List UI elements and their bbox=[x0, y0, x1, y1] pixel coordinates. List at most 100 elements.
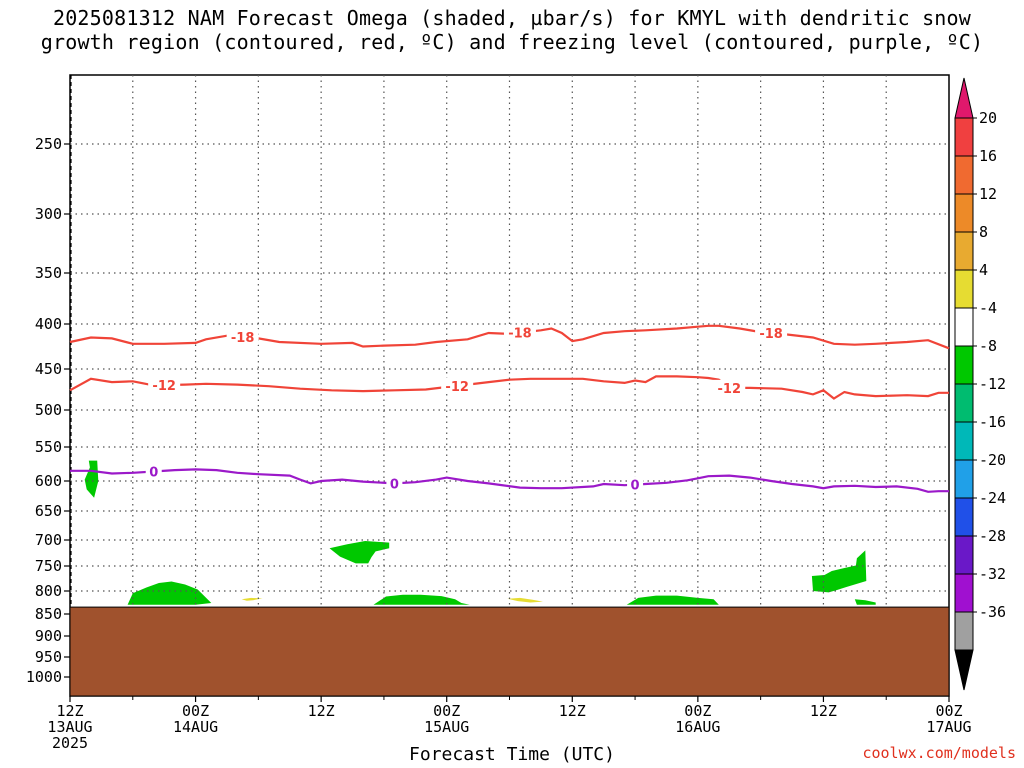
omega-patch bbox=[373, 594, 470, 605]
contour-line bbox=[70, 468, 949, 493]
y-tick-label: 400 bbox=[35, 315, 62, 333]
colorbar-label: -20 bbox=[979, 451, 1006, 469]
omega-patch bbox=[854, 599, 876, 605]
contour-label-bg bbox=[226, 329, 259, 346]
contour-label: -12 bbox=[445, 380, 469, 395]
chart-title: 2025081312 NAM Forecast Omega (shaded, µ… bbox=[0, 6, 1024, 54]
y-tick-label: 950 bbox=[35, 648, 62, 666]
x-tick-label: 12Z bbox=[56, 702, 83, 720]
x-tick-date-label: 15AUG bbox=[424, 718, 469, 736]
contour-label-bg bbox=[713, 379, 746, 396]
contour-label-bg bbox=[503, 324, 536, 341]
colorbar-swatch bbox=[954, 497, 974, 537]
colorbar-swatch bbox=[954, 421, 974, 461]
x-tick-date-label: 16AUG bbox=[675, 718, 720, 736]
contour-label-bg bbox=[145, 463, 162, 480]
grid-layer bbox=[70, 75, 949, 696]
y-tick-label: 350 bbox=[35, 264, 62, 282]
x-tick-label: 00Z bbox=[935, 702, 962, 720]
chart-title-line-1: 2025081312 NAM Forecast Omega (shaded, µ… bbox=[52, 6, 972, 30]
y-tick-label: 450 bbox=[35, 360, 62, 378]
colorbar: 20 16 12 8 4 -4 -8 -12 -16 -20 -24 -28 -32 -36 bbox=[954, 77, 1006, 691]
colorbar-swatch bbox=[954, 573, 974, 613]
colorbar-label: 8 bbox=[979, 223, 988, 241]
y-tick-label: 300 bbox=[35, 205, 62, 223]
colorbar-label: 4 bbox=[979, 261, 988, 279]
colorbar-swatch bbox=[954, 611, 974, 651]
contour-label: -18 bbox=[231, 331, 255, 346]
x-tick-label: 12Z bbox=[308, 702, 335, 720]
contour-layer: -18 -18 -18 -12 -12 -12 0 0 0 bbox=[69, 324, 950, 494]
x-tick-year-label: 2025 bbox=[52, 734, 88, 752]
y-tick-label: 700 bbox=[35, 531, 62, 549]
y-tick-label: 600 bbox=[35, 472, 62, 490]
contour-label: 0 bbox=[390, 477, 399, 492]
omega-patch bbox=[127, 581, 212, 605]
colorbar-label: 16 bbox=[979, 147, 997, 165]
x-tick-date-label: 14AUG bbox=[173, 718, 218, 736]
y-tick-label: 250 bbox=[35, 135, 62, 153]
y-axis: 250 300 350 400 450 500 550 600 650 700 750 800 850 9… bbox=[26, 135, 70, 686]
x-axis-title: Forecast Time (UTC) bbox=[409, 744, 615, 765]
colorbar-label: 12 bbox=[979, 185, 997, 203]
x-tick-date-label: 17AUG bbox=[926, 718, 971, 736]
colorbar-swatch bbox=[954, 269, 974, 309]
omega-patch bbox=[84, 460, 99, 498]
colorbar-swatch bbox=[954, 383, 974, 423]
colorbar-swatch bbox=[954, 193, 974, 233]
contour-line bbox=[69, 375, 949, 400]
x-tick-label: 00Z bbox=[182, 702, 209, 720]
contour-label: -12 bbox=[152, 379, 176, 394]
colorbar-label: -16 bbox=[979, 413, 1006, 431]
contour-line bbox=[69, 324, 950, 350]
contour-label-bg bbox=[148, 377, 181, 394]
colorbar-label: -28 bbox=[979, 527, 1006, 545]
y-tick-label: 800 bbox=[35, 582, 62, 600]
contour-label: -18 bbox=[759, 327, 783, 342]
contour-label-bg bbox=[755, 325, 788, 341]
colorbar-label: -4 bbox=[979, 299, 997, 317]
contour-label: -12 bbox=[718, 382, 742, 397]
omega-patch bbox=[626, 595, 719, 605]
colorbar-swatch bbox=[954, 307, 974, 347]
contour-label-bg bbox=[441, 377, 474, 394]
terrain-layer bbox=[69, 606, 950, 697]
omega-patch bbox=[329, 541, 390, 564]
terrain-block bbox=[69, 606, 950, 697]
colorbar-swatch bbox=[954, 535, 974, 575]
colorbar-bottom-arrow bbox=[954, 649, 974, 691]
colorbar-label: -24 bbox=[979, 489, 1006, 507]
omega-patch bbox=[811, 550, 867, 593]
colorbar-swatch bbox=[954, 459, 974, 499]
omega-shading-layer bbox=[84, 460, 876, 605]
contour-label-bg bbox=[627, 476, 644, 493]
contour-label: 0 bbox=[631, 479, 640, 494]
y-tick-label: 900 bbox=[35, 627, 62, 645]
x-tick-label: 12Z bbox=[810, 702, 837, 720]
colorbar-swatch bbox=[954, 231, 974, 271]
y-tick-label: 750 bbox=[35, 557, 62, 575]
x-tick-label: 12Z bbox=[559, 702, 586, 720]
omega-patch bbox=[241, 597, 263, 601]
contour-label: -18 bbox=[508, 327, 532, 342]
x-tick-label: 00Z bbox=[433, 702, 460, 720]
y-tick-label: 650 bbox=[35, 502, 62, 520]
chart-title-line-2: growth region (contoured, red, ºC) and f… bbox=[40, 30, 984, 54]
y-tick-label: 850 bbox=[35, 605, 62, 623]
x-tick-label: 00Z bbox=[684, 702, 711, 720]
colorbar-label: 20 bbox=[979, 109, 997, 127]
colorbar-swatch bbox=[954, 345, 974, 385]
credit-link[interactable]: coolwx.com/models bbox=[862, 744, 1016, 762]
y-tick-label: 550 bbox=[35, 438, 62, 456]
contour-label-bg bbox=[386, 475, 403, 492]
y-tick-label: 1000 bbox=[26, 668, 62, 686]
contour-label: 0 bbox=[149, 465, 158, 480]
colorbar-label: -8 bbox=[979, 337, 997, 355]
colorbar-top-arrow bbox=[954, 77, 974, 119]
colorbar-swatch bbox=[954, 155, 974, 195]
x-tick-date-label: 13AUG bbox=[47, 718, 92, 736]
colorbar-label: -36 bbox=[979, 603, 1006, 621]
colorbar-label: -32 bbox=[979, 565, 1006, 583]
